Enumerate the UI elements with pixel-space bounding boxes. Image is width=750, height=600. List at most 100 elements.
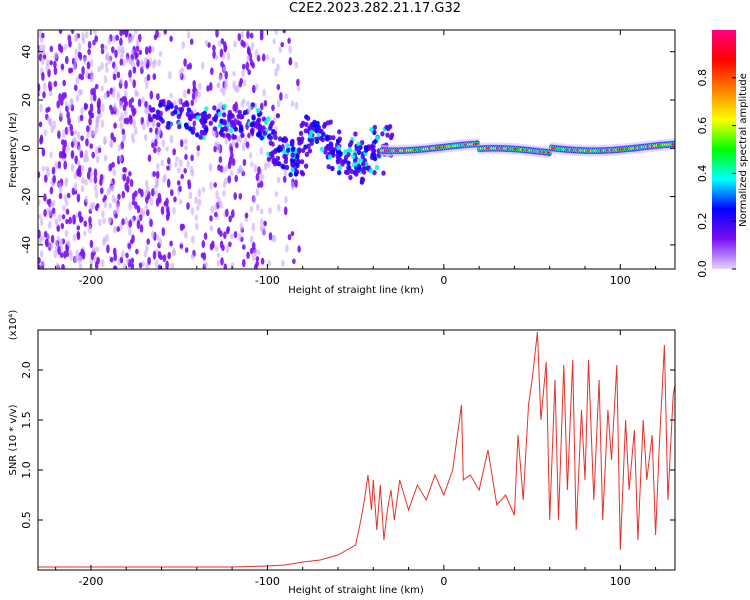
- heatmap-cell: [128, 69, 132, 78]
- heatmap-cell: [101, 259, 105, 268]
- heatmap-cell: [166, 124, 171, 130]
- heatmap-cell: [233, 126, 239, 132]
- heatmap-cell: [58, 30, 63, 34]
- heatmap-cell: [230, 262, 235, 269]
- heatmap-cell: [242, 244, 246, 250]
- heatmap-cell: [75, 249, 80, 258]
- heatmap-cell: [201, 240, 206, 249]
- heatmap-cell: [160, 206, 165, 215]
- heatmap-cell: [84, 179, 88, 186]
- heatmap-cell: [89, 239, 94, 249]
- heatmap-cell: [222, 189, 226, 197]
- heatmap-cell: [231, 138, 236, 147]
- heatmap-cell: [70, 30, 75, 34]
- heatmap-cell: [191, 92, 196, 100]
- heatmap-cell: [165, 260, 169, 269]
- heatmap-cell: [227, 175, 231, 184]
- snr-y-tick-label: 2.0: [20, 361, 33, 379]
- heatmap-cell: [253, 163, 258, 173]
- heatmap-cell: [48, 90, 53, 97]
- heatmap-cell: [202, 118, 207, 124]
- heatmap-cell: [233, 192, 237, 201]
- heatmap-cell: [224, 70, 228, 80]
- heatmap-cell: [276, 84, 281, 91]
- heatmap-cell: [368, 168, 374, 174]
- heatmap-cell: [255, 256, 260, 262]
- heatmap-cell: [200, 61, 205, 70]
- heatmap-cell: [285, 143, 290, 149]
- heatmap-cell: [261, 174, 265, 180]
- heatmap-cell: [144, 100, 148, 108]
- spectrogram-y-tick-label: -20: [20, 188, 33, 206]
- heatmap-cell: [111, 184, 115, 192]
- heatmap-cell: [52, 174, 56, 184]
- heatmap-cell: [283, 138, 288, 144]
- heatmap-cell: [107, 58, 112, 65]
- heatmap-cell: [281, 259, 285, 267]
- heatmap-cell: [76, 193, 81, 203]
- heatmap-cell: [119, 58, 124, 66]
- heatmap-cell: [372, 156, 378, 162]
- heatmap-cell: [283, 168, 288, 177]
- heatmap-cell: [85, 31, 89, 39]
- heatmap-cell: [246, 46, 251, 56]
- heatmap-cell: [76, 131, 81, 141]
- heatmap-cell: [48, 117, 53, 127]
- heatmap-cell: [309, 137, 315, 143]
- heatmap-cell: [225, 244, 230, 254]
- heatmap-cell: [206, 85, 210, 92]
- heatmap-cell: [158, 102, 163, 108]
- heatmap-cell: [356, 149, 362, 156]
- heatmap-cell: [304, 121, 309, 128]
- heatmap-cell: [117, 144, 122, 152]
- heatmap-cell: [49, 242, 54, 251]
- heatmap-cell: [273, 134, 278, 141]
- heatmap-cell: [210, 205, 215, 215]
- heatmap-cell: [49, 151, 53, 159]
- heatmap-cell: [135, 37, 140, 47]
- heatmap-cell: [222, 126, 228, 132]
- heatmap-cell: [143, 133, 148, 141]
- heatmap-cell: [74, 32, 78, 41]
- heatmap-cell: [309, 129, 314, 135]
- heatmap-cell: [180, 173, 184, 180]
- heatmap-cell: [155, 170, 160, 179]
- heatmap-cell: [227, 160, 232, 170]
- heatmap-cell: [178, 69, 183, 78]
- heatmap-cell: [44, 174, 48, 183]
- heatmap-cell: [225, 228, 230, 235]
- heatmap-cell: [319, 146, 325, 152]
- heatmap-cell: [147, 154, 152, 162]
- heatmap-cell: [65, 105, 69, 112]
- heatmap-cell: [121, 134, 126, 143]
- heatmap-cell: [144, 56, 148, 64]
- heatmap-cell: [325, 120, 331, 126]
- heatmap-cell: [128, 201, 132, 211]
- heatmap-cell: [73, 182, 78, 192]
- heatmap-cell: [331, 135, 336, 141]
- heatmap-cell: [214, 54, 219, 61]
- heatmap-cell: [83, 102, 88, 111]
- heatmap-cell: [169, 103, 174, 109]
- heatmap-cell: [282, 175, 287, 183]
- heatmap-cell: [241, 63, 246, 70]
- heatmap-cell: [247, 69, 251, 76]
- heatmap-cell: [337, 170, 342, 176]
- heatmap-cell: [145, 185, 150, 194]
- heatmap-cell: [259, 135, 264, 141]
- heatmap-cell: [177, 167, 181, 174]
- heatmap-cell: [83, 220, 88, 227]
- heatmap-cell: [234, 174, 238, 183]
- heatmap-cell: [72, 214, 76, 222]
- heatmap-cell: [188, 116, 193, 122]
- heatmap-cell: [94, 204, 99, 212]
- heatmap-cell: [272, 130, 278, 136]
- heatmap-cell: [64, 229, 69, 238]
- heatmap-cell: [209, 81, 213, 91]
- heatmap-cell: [189, 38, 194, 45]
- heatmap-cell: [57, 160, 62, 169]
- heatmap-cell: [41, 235, 45, 242]
- heatmap-cell: [48, 207, 52, 217]
- heatmap-cell: [325, 136, 330, 142]
- heatmap-cell: [154, 259, 159, 268]
